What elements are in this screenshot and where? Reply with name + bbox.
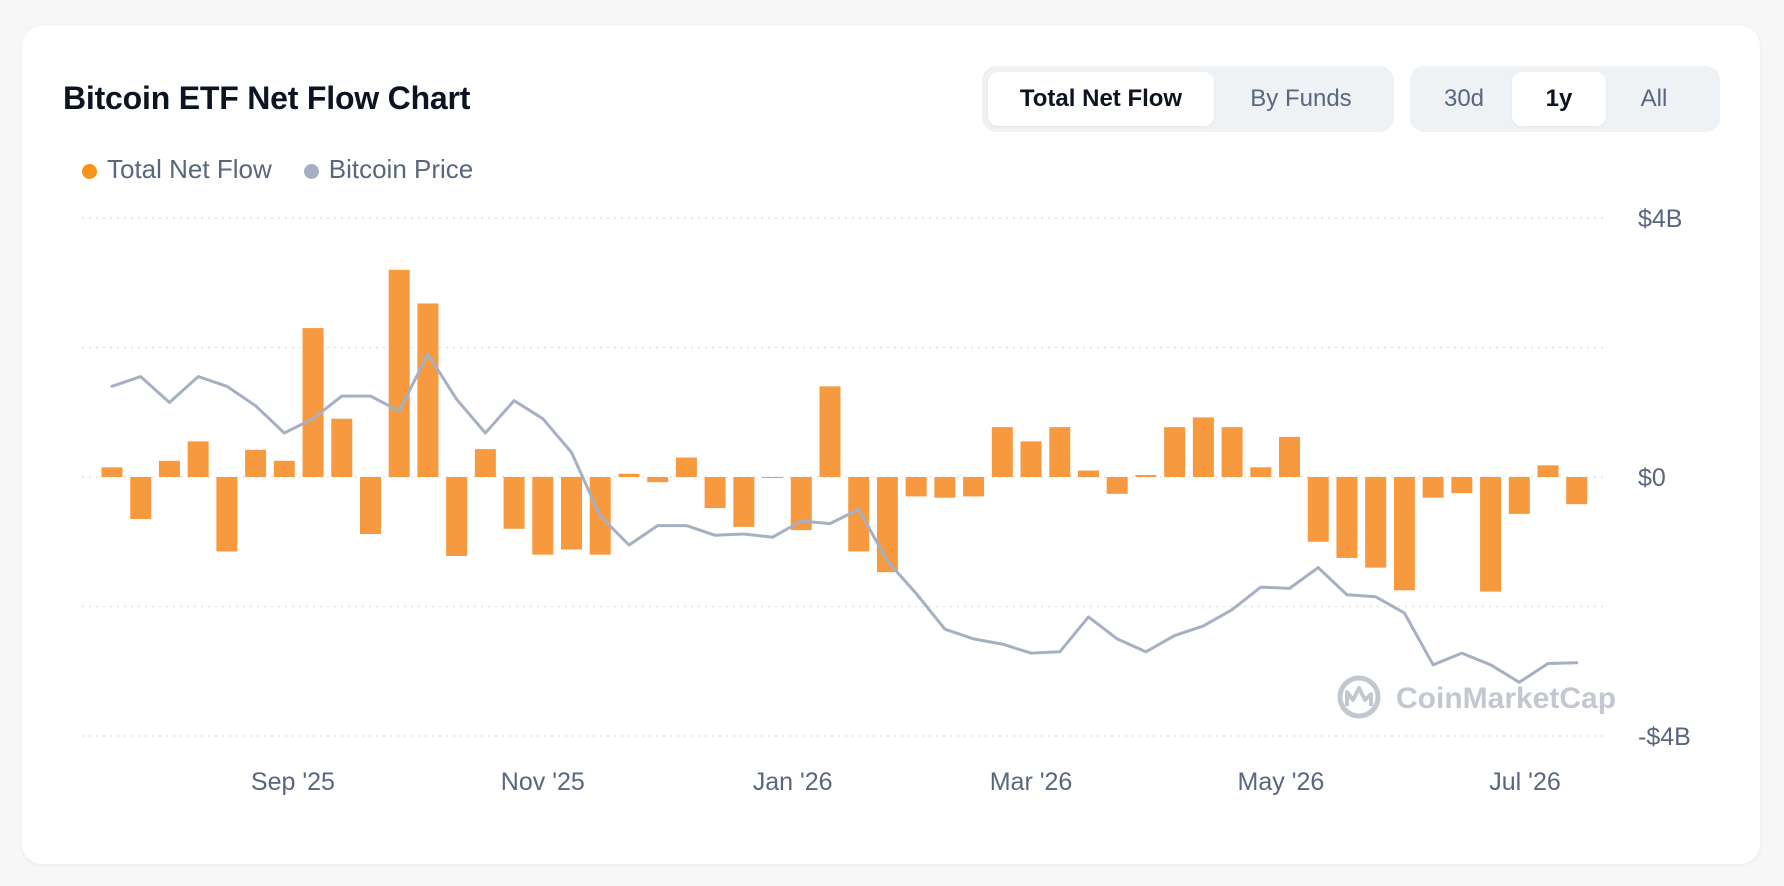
net-flow-bar[interactable] [991, 427, 1013, 477]
range-30d-button[interactable]: 30d [1416, 72, 1512, 126]
net-flow-bar[interactable] [101, 467, 123, 477]
x-tick-label: Mar '26 [990, 768, 1073, 796]
net-flow-bar[interactable] [790, 477, 812, 531]
net-flow-bar[interactable] [1336, 477, 1358, 558]
net-flow-bar[interactable] [1221, 427, 1243, 477]
net-flow-bar[interactable] [905, 477, 927, 497]
net-flow-bar[interactable] [876, 477, 898, 573]
net-flow-bar[interactable] [1508, 477, 1530, 514]
net-flow-bar[interactable] [446, 477, 468, 556]
net-flow-bar[interactable] [130, 477, 152, 520]
legend-dot-orange-icon [82, 163, 97, 179]
net-flow-bar[interactable] [1250, 467, 1272, 477]
net-flow-bar[interactable] [762, 477, 784, 478]
net-flow-bar[interactable] [704, 477, 726, 509]
net-flow-bar[interactable] [1192, 417, 1214, 477]
net-flow-bar[interactable] [474, 449, 496, 477]
range-all-button[interactable]: All [1606, 72, 1702, 126]
tab-total-net-flow[interactable]: Total Net Flow [988, 72, 1214, 126]
net-flow-bar[interactable] [359, 477, 381, 534]
y-axis: $4B $0 -$4B [1638, 205, 1691, 751]
net-flow-bar[interactable] [1480, 477, 1502, 592]
net-flow-bar[interactable] [1365, 477, 1387, 568]
coinmarketcap-logo-icon [1337, 675, 1381, 719]
net-flow-bar[interactable] [216, 477, 238, 552]
legend-item-bitcoin-price[interactable]: Bitcoin Price [303, 154, 474, 185]
legend-label: Bitcoin Price [328, 154, 474, 184]
net-flow-bar[interactable] [158, 460, 180, 477]
net-flow-bar[interactable] [675, 457, 697, 477]
view-toggle: Total Net Flow By Funds [982, 66, 1394, 132]
net-flow-bar[interactable] [1451, 477, 1473, 494]
net-flow-bar[interactable] [1049, 427, 1071, 477]
net-flow-bar[interactable] [1307, 477, 1329, 542]
y-tick-label: $0 [1638, 464, 1666, 492]
y-tick-label: -$4B [1638, 723, 1691, 751]
net-flow-bar[interactable] [1106, 477, 1128, 494]
chart-title: Bitcoin ETF Net Flow Chart [63, 80, 471, 116]
net-flow-bar[interactable] [934, 477, 956, 498]
net-flow-bar[interactable] [848, 477, 870, 552]
net-flow-bar[interactable] [388, 269, 410, 477]
net-flow-bar[interactable] [733, 477, 755, 527]
net-flow-bar[interactable] [647, 477, 669, 483]
net-flow-bar[interactable] [561, 477, 583, 550]
price-line-layer [110, 352, 1579, 684]
net-flow-bar[interactable] [1164, 427, 1186, 477]
net-flow-bar[interactable] [302, 328, 324, 477]
net-flow-bar[interactable] [618, 473, 640, 477]
range-toggle: 30d 1y All [1410, 66, 1720, 132]
watermark-text: CoinMarketCap [1396, 682, 1616, 715]
net-flow-bar[interactable] [503, 477, 525, 529]
legend-dot-gray-icon [303, 163, 319, 179]
legend-item-total-net-flow[interactable]: Total Net Flow [82, 154, 272, 185]
net-flow-bars [101, 269, 1588, 592]
x-tick-label: Jan '26 [753, 768, 833, 796]
net-flow-bar[interactable] [273, 460, 295, 477]
x-tick-label: Nov '25 [501, 768, 585, 796]
range-1y-button[interactable]: 1y [1512, 72, 1606, 126]
net-flow-bar[interactable] [245, 449, 267, 477]
net-flow-bar[interactable] [1422, 477, 1444, 498]
net-flow-bar[interactable] [1020, 441, 1042, 477]
net-flow-bar[interactable] [417, 303, 439, 477]
x-tick-label: May '26 [1238, 768, 1325, 796]
net-flow-bar[interactable] [532, 477, 554, 555]
net-flow-bar[interactable] [187, 441, 209, 477]
bitcoin-price-line[interactable] [110, 352, 1579, 684]
x-axis: Sep '25 Nov '25 Jan '26 Mar '26 May '26 Jul '… [251, 768, 1561, 796]
net-flow-bar[interactable] [819, 386, 841, 477]
net-flow-bar[interactable] [1279, 436, 1301, 477]
y-tick-label: $4B [1638, 205, 1682, 233]
x-tick-label: Sep '25 [251, 768, 335, 796]
net-flow-bar[interactable] [963, 477, 985, 497]
net-flow-bar[interactable] [1077, 470, 1099, 477]
tab-by-funds[interactable]: By Funds [1214, 72, 1388, 126]
chart-legend: Total Net Flow Bitcoin Price [82, 154, 473, 185]
net-flow-bar[interactable] [1135, 475, 1157, 477]
coinmarketcap-watermark: CoinMarketCap [1337, 675, 1616, 719]
legend-label: Total Net Flow [107, 154, 272, 184]
x-tick-label: Jul '26 [1489, 768, 1560, 796]
net-flow-bar[interactable] [331, 418, 353, 477]
net-flow-bar[interactable] [1393, 477, 1415, 591]
net-flow-bar[interactable] [1537, 465, 1559, 477]
net-flow-bar[interactable] [1566, 477, 1588, 505]
